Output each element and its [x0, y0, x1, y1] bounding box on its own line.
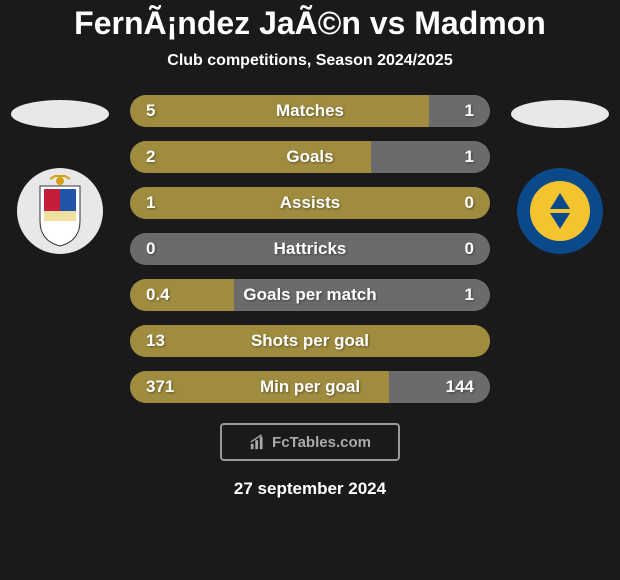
- stat-label: Min per goal: [260, 377, 360, 397]
- stat-value-right: 0: [465, 239, 474, 259]
- stat-row: 0.4 Goals per match 1: [130, 279, 490, 311]
- club-right-badge: [517, 168, 603, 254]
- stats-column: 5 Matches 1 2 Goals 1 1 Assists 0 0 Hattricks 0 0.4 G…: [130, 95, 490, 403]
- chart-icon: [249, 433, 267, 451]
- stat-row: 5 Matches 1: [130, 95, 490, 127]
- stat-row: 371 Min per goal 144: [130, 371, 490, 403]
- stat-value-left: 371: [146, 377, 174, 397]
- stat-value-right: 1: [465, 285, 474, 305]
- stat-value-left: 0.4: [146, 285, 170, 305]
- stat-value-left: 13: [146, 331, 165, 351]
- stat-value-right: 0: [465, 193, 474, 213]
- stat-bar-left: [130, 141, 371, 173]
- main-content: 5 Matches 1 2 Goals 1 1 Assists 0 0 Hattricks 0 0.4 G…: [0, 95, 620, 403]
- stat-value-left: 2: [146, 147, 155, 167]
- club-left-badge: [17, 168, 103, 254]
- player-left-ellipse: [11, 100, 109, 128]
- stat-value-left: 0: [146, 239, 155, 259]
- stat-value-right: 144: [446, 377, 474, 397]
- braga-crest-icon: [20, 171, 100, 251]
- subtitle: Club competitions, Season 2024/2025: [167, 52, 452, 70]
- maccabi-crest-icon: [520, 171, 600, 251]
- stat-label: Goals: [286, 147, 333, 167]
- stat-row: 13 Shots per goal: [130, 325, 490, 357]
- stat-row: 0 Hattricks 0: [130, 233, 490, 265]
- player-right-ellipse: [511, 100, 609, 128]
- left-column: [0, 95, 120, 254]
- page-title: FernÃ¡ndez JaÃ©n vs Madmon: [74, 5, 546, 42]
- stat-row: 2 Goals 1: [130, 141, 490, 173]
- stat-label: Assists: [280, 193, 340, 213]
- logo-text: FcTables.com: [272, 434, 371, 451]
- stat-label: Matches: [276, 101, 344, 121]
- stat-value-left: 1: [146, 193, 155, 213]
- date-text: 27 september 2024: [234, 479, 386, 499]
- stat-value-right: 1: [465, 147, 474, 167]
- stat-row: 1 Assists 0: [130, 187, 490, 219]
- stat-value-left: 5: [146, 101, 155, 121]
- stat-label: Hattricks: [274, 239, 347, 259]
- fctables-logo: FcTables.com: [220, 423, 400, 461]
- stat-value-right: 1: [465, 101, 474, 121]
- right-column: [500, 95, 620, 254]
- stat-label: Goals per match: [243, 285, 376, 305]
- stat-label: Shots per goal: [251, 331, 369, 351]
